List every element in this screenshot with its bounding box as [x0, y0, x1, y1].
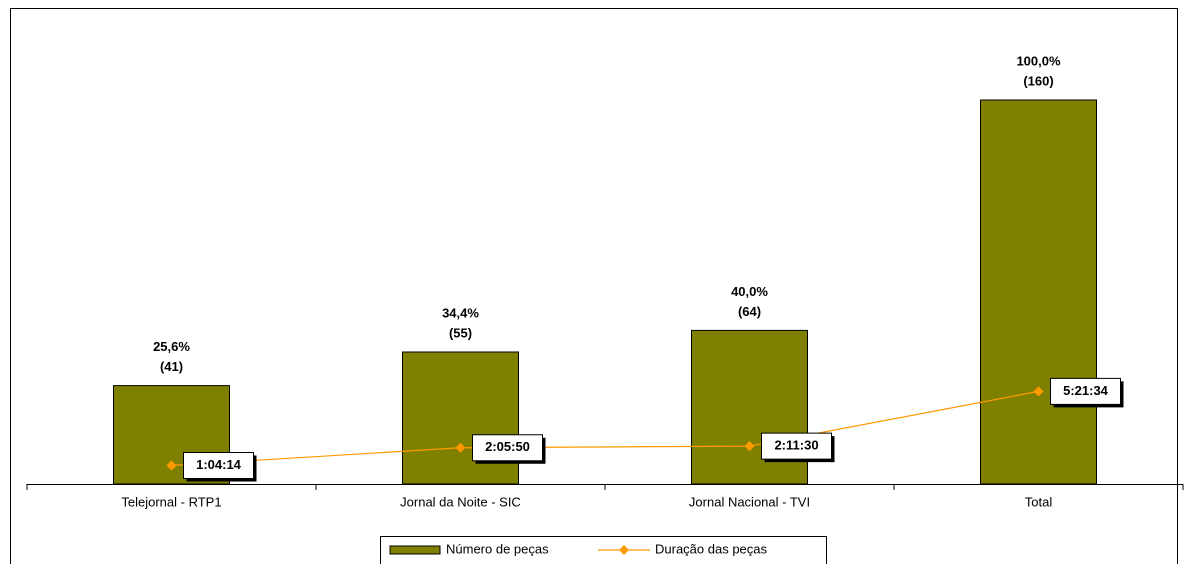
line-value-label: 2:11:30 — [774, 438, 818, 453]
bar — [980, 99, 1097, 485]
line-marker — [455, 442, 466, 453]
line-marker — [166, 460, 177, 471]
bar-value-label: (55) — [449, 325, 472, 340]
legend-label: Duração das peças — [655, 541, 768, 556]
line-value-label: 2:05:50 — [485, 439, 530, 454]
x-tick-label: Total — [1025, 494, 1053, 509]
legend-marker — [619, 545, 629, 555]
share-label: 25,6% — [153, 339, 190, 354]
label-box — [761, 432, 832, 460]
line — [171, 390, 1039, 467]
bar-value-label: (160) — [1023, 73, 1053, 88]
line-value-label: 1:04:14 — [196, 457, 242, 472]
x-tick-label: Jornal Nacional - TVI — [689, 494, 810, 509]
label-box — [472, 434, 543, 462]
label-box — [183, 452, 254, 480]
bar-value-label: (41) — [160, 359, 183, 374]
bar — [402, 351, 519, 485]
x-tick-label: Jornal da Noite - SIC — [400, 494, 521, 509]
chart-frame — [10, 8, 1178, 564]
x-tick-label: Telejornal - RTP1 — [121, 494, 221, 509]
bar-value-label: (64) — [738, 304, 761, 319]
line-value-label: 5:21:34 — [1063, 383, 1109, 398]
line-marker — [1033, 386, 1044, 397]
share-label: 100,0% — [1016, 53, 1061, 68]
label-box — [1050, 377, 1121, 405]
share-label: 34,4% — [442, 305, 479, 320]
share-label: 40,0% — [731, 284, 768, 299]
line-marker — [744, 441, 755, 452]
legend-label: Número de peças — [446, 541, 549, 556]
legend-swatch — [389, 545, 441, 555]
